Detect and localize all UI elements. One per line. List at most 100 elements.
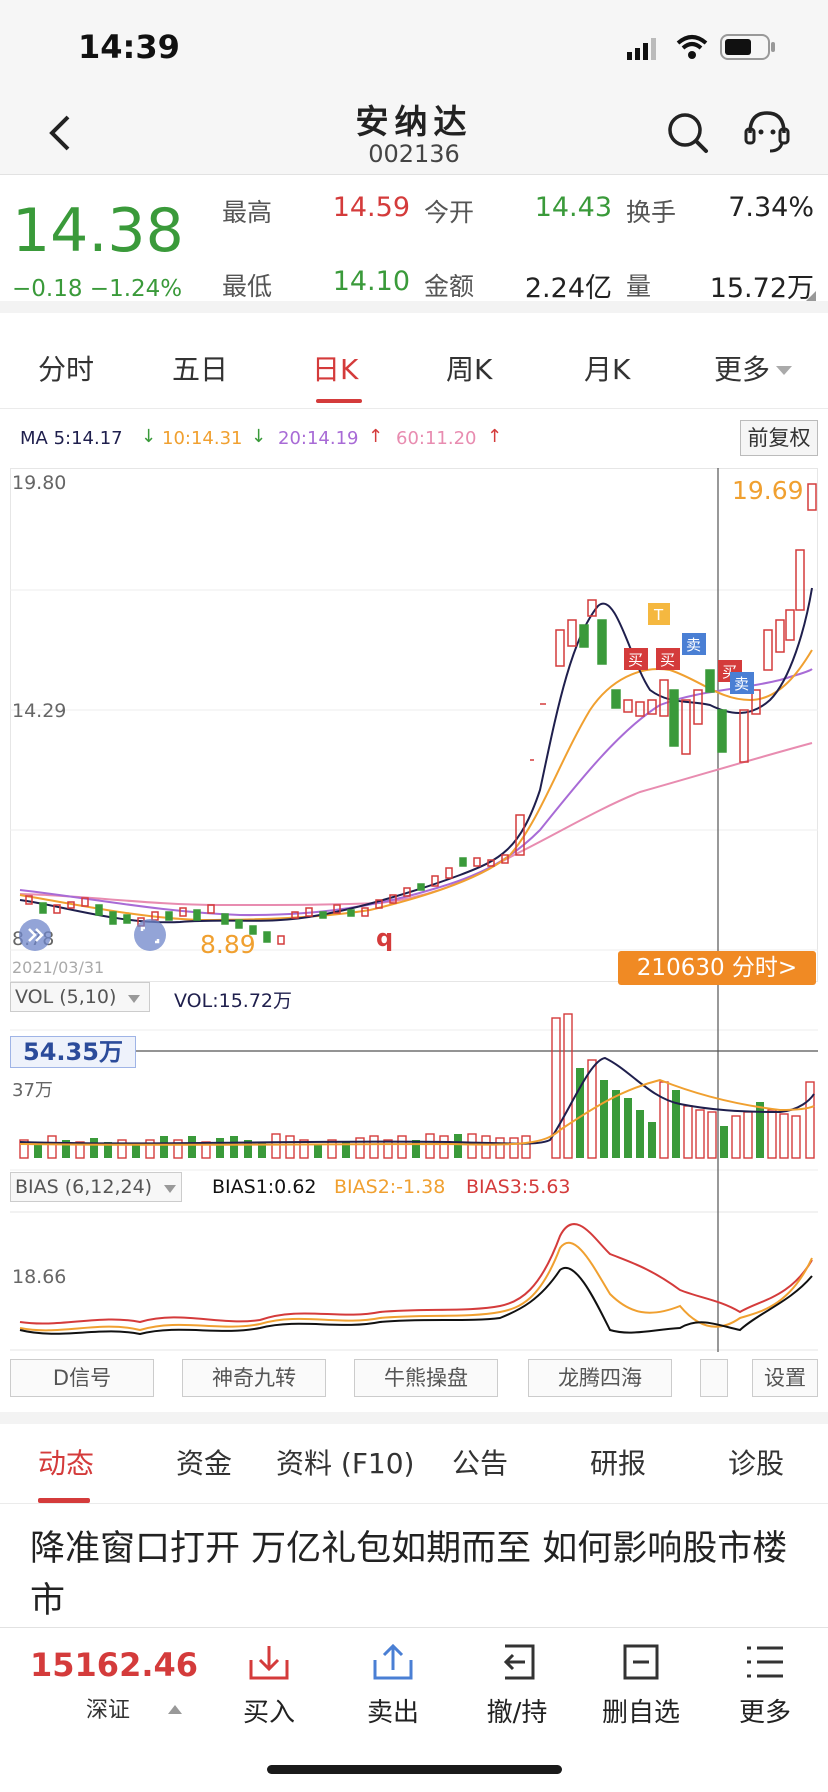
- volume-axis-label: 37万: [12, 1080, 53, 1101]
- sell-button[interactable]: 卖出: [338, 1642, 448, 1729]
- last-price: 14.38: [12, 196, 184, 266]
- info-tabs: 动态 资金 资料 (F10) 公告 研报 诊股: [0, 1424, 828, 1504]
- sell-label: 卖出: [366, 1698, 419, 1728]
- chart-start-date: 2021/03/31: [12, 958, 105, 977]
- more-button[interactable]: 更多: [710, 1642, 820, 1729]
- bias1-value: BIAS1:0.62: [212, 1176, 317, 1198]
- customer-service-icon[interactable]: [742, 107, 792, 161]
- tab-five-day[interactable]: 五日: [172, 353, 229, 386]
- down-arrow-icon: ↓: [141, 426, 157, 447]
- up-arrow-icon: ↑: [487, 426, 503, 447]
- d-signal-button[interactable]: D信号: [10, 1359, 154, 1397]
- buy-icon: [249, 1646, 289, 1680]
- ma20-value: 20:14.19: [278, 428, 359, 449]
- ma10-value: 10:14.31: [162, 428, 243, 449]
- stock-name: 安纳达: [355, 102, 473, 141]
- bias-indicator-select[interactable]: BIAS (6,12,24): [10, 1172, 182, 1202]
- bias-axis-label: 18.66: [12, 1266, 67, 1288]
- expand-corner-icon[interactable]: [804, 288, 816, 307]
- tab-more[interactable]: 更多: [714, 353, 771, 386]
- t-marker-text: T: [653, 606, 664, 624]
- tab-daily-k[interactable]: 日K: [312, 353, 359, 386]
- tab-weekly-k[interactable]: 周K: [446, 353, 493, 386]
- bias3-value: BIAS3:5.63: [466, 1176, 571, 1198]
- volume-value: 15.72万: [709, 273, 814, 304]
- ma-legend: MA 5:14.17 ↓ 10:14.31 ↓ 20:14.19 ↑ 60:11…: [0, 420, 828, 456]
- index-value[interactable]: 15162.46: [30, 1646, 199, 1684]
- high-value: 14.59: [332, 192, 410, 223]
- amount-label: 金额: [424, 272, 475, 301]
- tab-profile[interactable]: 资料 (F10): [276, 1447, 415, 1480]
- scroll-left-icon[interactable]: [18, 918, 52, 956]
- tab-intraday[interactable]: 分时: [38, 353, 95, 386]
- up-arrow-icon: ↑: [368, 426, 384, 447]
- news-headline[interactable]: 降准窗口打开 万亿礼包如期而至 如何影响股市楼市: [30, 1529, 788, 1621]
- turnover-value: 7.34%: [728, 192, 814, 223]
- more-signal-button[interactable]: [700, 1359, 728, 1397]
- dragon-button[interactable]: 龙腾四海: [528, 1359, 672, 1397]
- low-price-label: 8.89: [200, 930, 256, 959]
- chart-period-tabs: 分时 五日 日K 周K 月K 更多: [0, 313, 828, 409]
- quote-panel: 14.38 −0.18 −1.24% 最高 14.59 今开 14.43 换手 …: [0, 176, 828, 304]
- kline-chart-area[interactable]: [10, 468, 818, 982]
- sell-marker: 卖: [734, 675, 749, 693]
- tab-research[interactable]: 研报: [590, 1447, 647, 1480]
- buy-marker: 买: [660, 651, 675, 669]
- menu-icon: [747, 1646, 783, 1678]
- signal-icon: [627, 38, 657, 64]
- caret-up-icon: [168, 1700, 182, 1719]
- buy-button[interactable]: 买入: [214, 1642, 324, 1729]
- remove-watchlist-label: 删自选: [601, 1698, 680, 1728]
- home-indicator[interactable]: [267, 1765, 562, 1774]
- stock-code: 002136: [368, 140, 460, 168]
- remove-watchlist-button[interactable]: 删自选: [586, 1642, 696, 1729]
- remove-icon: [623, 1644, 659, 1680]
- magic-nine-button[interactable]: 神奇九转: [182, 1359, 326, 1397]
- low-value: 14.10: [332, 266, 410, 297]
- turnover-label: 换手: [626, 198, 677, 227]
- tab-monthly-k[interactable]: 月K: [584, 353, 631, 386]
- cancel-hold-button[interactable]: 撤/持: [462, 1642, 572, 1729]
- volume-indicator-select[interactable]: VOL (5,10): [10, 982, 150, 1012]
- search-icon[interactable]: [666, 111, 710, 159]
- down-arrow-icon: ↓: [251, 426, 267, 447]
- back-icon[interactable]: [44, 113, 74, 157]
- y-axis-mid: 14.29: [12, 700, 67, 722]
- status-time: 14:39: [78, 28, 180, 66]
- q-mark: q: [376, 924, 394, 952]
- wifi-icon: [676, 34, 708, 64]
- adjust-toggle[interactable]: 前复权: [740, 420, 818, 456]
- open-value: 14.43: [534, 192, 612, 223]
- sell-marker: 卖: [686, 636, 701, 654]
- high-label: 最高: [222, 198, 273, 227]
- active-tab-indicator: [38, 1498, 90, 1503]
- chevron-down-icon: [128, 990, 140, 1009]
- ma5-value: MA 5:14.17: [20, 428, 123, 449]
- intraday-jump-button[interactable]: 210630 分时>: [618, 951, 816, 985]
- volume-header: VOL (5,10) VOL:15.72万: [0, 982, 828, 1014]
- settings-button[interactable]: 设置: [752, 1359, 818, 1397]
- amount-value: 2.24亿: [524, 273, 612, 304]
- chevron-down-icon: [164, 1180, 176, 1199]
- tab-funds[interactable]: 资金: [176, 1447, 233, 1480]
- open-label: 今开: [424, 198, 475, 227]
- low-label: 最低: [222, 272, 273, 301]
- tab-diagnosis[interactable]: 诊股: [728, 1447, 785, 1480]
- tab-news[interactable]: 动态: [38, 1447, 95, 1480]
- sell-icon: [373, 1643, 413, 1680]
- ma60-value: 60:11.20: [396, 428, 477, 449]
- bull-bear-button[interactable]: 牛熊操盘: [354, 1359, 498, 1397]
- volume-label: 量: [626, 272, 652, 301]
- nav-header: 安纳达 002136: [0, 75, 828, 175]
- chevron-down-icon: [776, 361, 792, 380]
- t-marker-badge: [648, 603, 670, 625]
- divider: [0, 1412, 828, 1424]
- buy-label: 买入: [242, 1698, 295, 1728]
- reset-zoom-icon[interactable]: [132, 918, 168, 956]
- more-label: 更多: [738, 1698, 791, 1728]
- price-change: −0.18 −1.24%: [12, 276, 183, 302]
- high-price-label: 19.69: [732, 476, 804, 505]
- y-axis-top: 19.80: [12, 472, 67, 494]
- tab-announcements[interactable]: 公告: [452, 1447, 509, 1480]
